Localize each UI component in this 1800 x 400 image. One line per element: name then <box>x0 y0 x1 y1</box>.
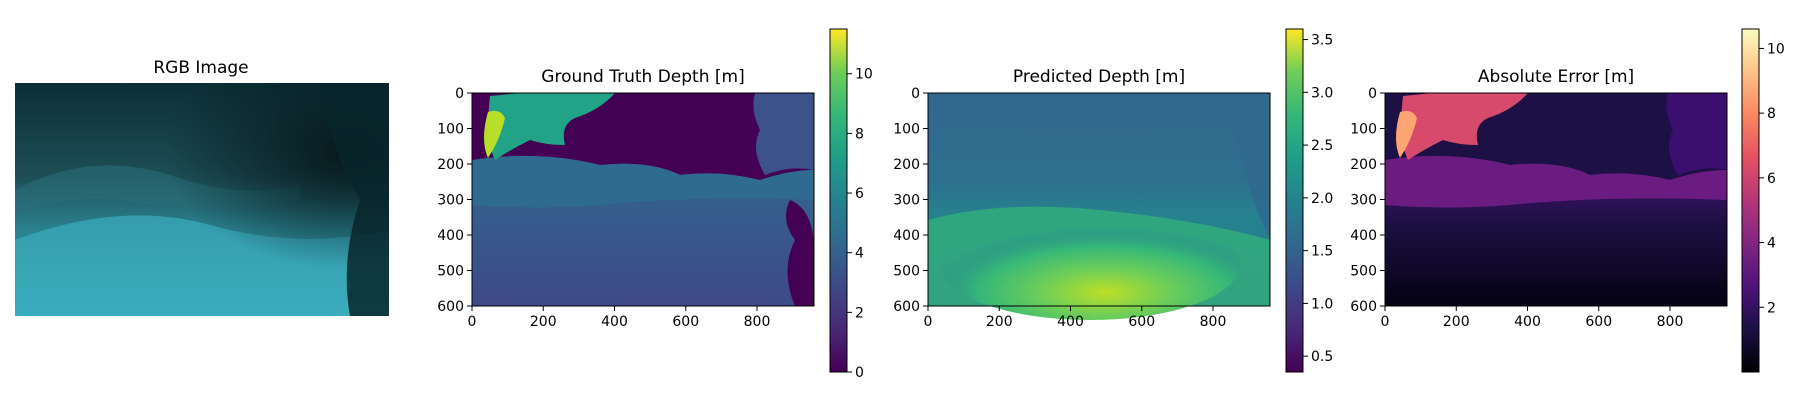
err-title: Absolute Error [m] <box>1478 67 1634 87</box>
pred-y-axis: 0 100 200 300 400 500 600 <box>893 86 928 315</box>
gt-mid-band <box>472 156 814 208</box>
err-mid-band <box>1385 156 1727 208</box>
pred-ytick-label: 500 <box>893 264 920 280</box>
gt-xtick-label: 600 <box>672 314 699 330</box>
gt-x-axis: 0 200 400 600 800 <box>468 306 771 330</box>
gt-cbtick-label: 10 <box>855 67 873 83</box>
err-x-axis: 0 200 400 600 800 <box>1381 306 1684 330</box>
gt-xtick-label: 200 <box>530 314 557 330</box>
gt-colorbar-bar <box>829 28 848 373</box>
err-colorbar-ticks: 2 4 6 8 10 <box>1759 41 1785 316</box>
gt-image <box>472 93 814 306</box>
gt-ytick-label: 200 <box>437 157 464 173</box>
err-ytick-label: 400 <box>1350 228 1377 244</box>
pred-colorbar-bar <box>1285 28 1304 373</box>
gt-cbtick-label: 4 <box>855 246 864 262</box>
gt-ytick-label: 100 <box>437 122 464 138</box>
pred-title: Predicted Depth [m] <box>1013 67 1185 87</box>
gt-xtick-label: 800 <box>744 314 771 330</box>
gt-cbtick-label: 2 <box>855 305 864 321</box>
err-rock-near <box>1396 110 1417 158</box>
err-colorbar: 2 4 6 8 10 <box>1741 28 1785 373</box>
err-xtick-label: 200 <box>1443 314 1470 330</box>
gt-right-wall <box>753 93 814 175</box>
err-xtick-label: 0 <box>1381 314 1390 330</box>
err-xtick-label: 400 <box>1514 314 1541 330</box>
err-cbtick-label: 4 <box>1767 236 1776 252</box>
pred-ytick-label: 400 <box>893 228 920 244</box>
gt-rock-far <box>488 93 615 160</box>
gt-title: Ground Truth Depth [m] <box>541 67 744 87</box>
rgb-panel: RGB Image <box>15 58 389 316</box>
gt-colorbar-ticks: 0 2 4 6 8 10 <box>847 67 873 381</box>
pred-ytick-label: 600 <box>893 299 920 315</box>
rgb-title: RGB Image <box>153 58 248 78</box>
pred-xtick-label: 600 <box>1128 314 1155 330</box>
err-ytick-label: 500 <box>1350 264 1377 280</box>
pred-ytick-label: 200 <box>893 157 920 173</box>
gt-y-axis: 0 100 200 300 400 500 600 <box>437 86 472 315</box>
gt-cbtick-label: 6 <box>855 186 864 202</box>
pred-image <box>928 93 1270 320</box>
gt-colorbar: 0 2 4 6 8 10 <box>829 28 873 381</box>
rgb-image <box>15 83 389 316</box>
gt-ytick-label: 400 <box>437 228 464 244</box>
pred-ytick-label: 300 <box>893 193 920 209</box>
pred-cbtick-label: 1.0 <box>1311 296 1333 312</box>
gt-cbtick-label: 8 <box>855 126 864 142</box>
pred-seabed-peak <box>940 210 1240 320</box>
err-panel: Absolute Error [m] 0 200 400 600 800 0 100 200… <box>1350 28 1785 373</box>
err-cbtick-label: 2 <box>1767 300 1776 316</box>
err-right-wall <box>1666 93 1727 175</box>
pred-ytick-label: 100 <box>893 122 920 138</box>
err-xtick-label: 800 <box>1657 314 1684 330</box>
err-y-axis: 0 100 200 300 400 500 600 <box>1350 86 1385 315</box>
pred-xtick-label: 0 <box>924 314 933 330</box>
gt-xtick-label: 400 <box>601 314 628 330</box>
gt-panel: Ground Truth Depth [m] 0 200 400 600 800 0 10… <box>437 28 873 381</box>
err-cbtick-label: 8 <box>1767 106 1776 122</box>
err-cbtick-label: 10 <box>1767 41 1785 57</box>
pred-cbtick-label: 3.5 <box>1311 33 1333 49</box>
gt-ytick-label: 0 <box>455 86 464 102</box>
err-ytick-label: 0 <box>1368 86 1377 102</box>
pred-cbtick-label: 2.0 <box>1311 191 1333 207</box>
err-ytick-label: 200 <box>1350 157 1377 173</box>
pred-right-wall <box>1220 93 1270 240</box>
pred-cbtick-label: 0.5 <box>1311 349 1333 365</box>
pred-x-axis: 0 200 400 600 800 <box>924 306 1227 330</box>
gt-xtick-label: 0 <box>468 314 477 330</box>
gt-rock-near <box>484 110 505 158</box>
pred-colorbar: 0.5 1.0 1.5 2.0 2.5 3.0 3.5 <box>1285 28 1333 373</box>
rgb-right-wall <box>320 83 389 316</box>
pred-cbtick-label: 2.5 <box>1311 138 1333 154</box>
pred-xtick-label: 800 <box>1200 314 1227 330</box>
err-ytick-label: 600 <box>1350 299 1377 315</box>
err-image <box>1385 93 1727 306</box>
gt-invalid-corner <box>786 200 814 306</box>
err-colorbar-bar <box>1741 28 1760 373</box>
pred-ytick-label: 0 <box>911 86 920 102</box>
pred-cbtick-label: 3.0 <box>1311 85 1333 101</box>
err-rock-far <box>1401 93 1528 160</box>
err-cbtick-label: 6 <box>1767 171 1776 187</box>
pred-cbtick-label: 1.5 <box>1311 244 1333 260</box>
pred-colorbar-ticks: 0.5 1.0 1.5 2.0 2.5 3.0 3.5 <box>1303 33 1333 365</box>
pred-panel: Predicted Depth [m] 0 200 400 600 800 0 100 20… <box>893 28 1333 373</box>
err-ytick-label: 100 <box>1350 122 1377 138</box>
gt-ytick-label: 500 <box>437 264 464 280</box>
err-ytick-label: 300 <box>1350 193 1377 209</box>
pred-xtick-label: 400 <box>1057 314 1084 330</box>
gt-ytick-label: 600 <box>437 299 464 315</box>
pred-xtick-label: 200 <box>986 314 1013 330</box>
gt-cbtick-label: 0 <box>855 365 864 381</box>
rgb-shadow <box>15 83 389 316</box>
err-xtick-label: 600 <box>1585 314 1612 330</box>
gt-ytick-label: 300 <box>437 193 464 209</box>
